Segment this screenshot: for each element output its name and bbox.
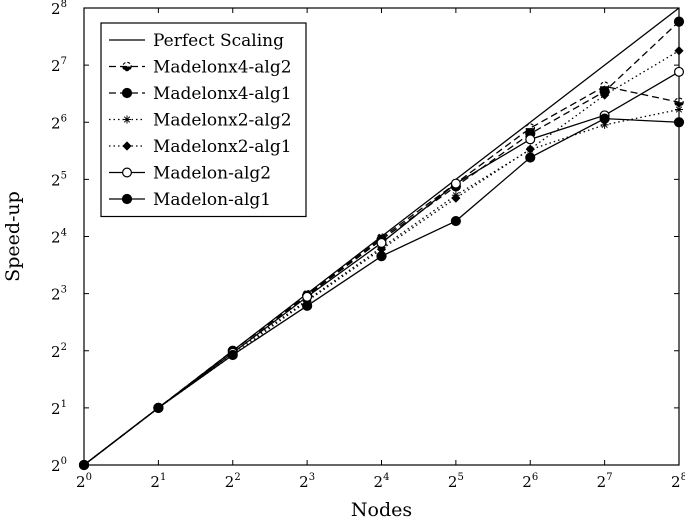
data-point	[599, 113, 610, 124]
legend-marker	[122, 141, 132, 151]
y-tick-label: 22	[51, 342, 67, 361]
plot-area	[78, 7, 685, 471]
x-tick-label: 24	[374, 472, 390, 491]
data-point	[302, 300, 313, 311]
x-tick-labels: 20 21 22 23 24 25 26 27 28	[76, 472, 685, 491]
x-tick-label: 20	[76, 472, 92, 491]
legend-box	[100, 22, 307, 218]
data-point	[525, 152, 536, 163]
data-point	[153, 402, 164, 413]
data-point	[450, 178, 461, 189]
legend-marker	[121, 193, 133, 205]
data-point	[376, 237, 387, 248]
x-tick-label: 26	[522, 472, 538, 491]
data-point	[674, 46, 684, 56]
y-tick-labels: 20 21 22 23 24 25 26 27 28	[51, 0, 67, 475]
data-point	[450, 215, 461, 227]
data-point	[302, 291, 313, 302]
y-tick-label: 28	[51, 0, 67, 18]
x-tick-label: 28	[671, 472, 685, 491]
data-point	[376, 251, 387, 262]
legend-label: Madelonx2-alg2	[153, 111, 292, 131]
data-point	[675, 105, 683, 114]
x-tick-label: 25	[448, 472, 464, 491]
legend-label: Madelonx4-alg2	[153, 58, 292, 78]
data-point	[600, 90, 610, 100]
legend-entry: Madelonx2-alg2	[109, 111, 292, 131]
y-tick-label: 26	[51, 113, 67, 132]
data-point	[525, 144, 535, 154]
legend-marker	[123, 115, 131, 124]
series-line	[83, 108, 680, 466]
series-layer	[78, 7, 685, 471]
legend-label: Madelonx4-alg1	[153, 84, 292, 104]
legend-label: Perfect Scaling	[153, 31, 284, 51]
legend-items: Perfect Scaling Madelonx4-alg2 Madelonx4-a…	[109, 31, 292, 210]
data-point	[451, 193, 461, 203]
axis-ticks	[83, 7, 680, 466]
legend-marker	[122, 61, 132, 72]
y-tick-label: 20	[51, 456, 67, 475]
y-tick-label: 23	[51, 285, 67, 304]
data-point	[673, 117, 685, 128]
y-tick-label: 24	[51, 228, 67, 247]
legend-label: Madelon-alg1	[153, 190, 271, 210]
series-madelon-alg1	[78, 113, 685, 471]
legend-entry: Madelon-alg1	[109, 190, 271, 210]
legend-label: Madelon-alg2	[153, 164, 271, 184]
data-point	[78, 459, 90, 471]
x-axis-title: Nodes	[351, 499, 412, 521]
x-tick-label: 23	[299, 472, 315, 491]
legend-entry: Madelonx4-alg2	[109, 58, 292, 78]
y-tick-label: 21	[51, 399, 67, 418]
legend-label: Madelonx2-alg1	[153, 137, 292, 157]
legend-entry: Madelonx4-alg1	[109, 84, 292, 104]
legend-entry: Madelonx2-alg1	[109, 137, 292, 157]
legend-entry: Madelon-alg2	[109, 164, 271, 184]
x-tick-label: 21	[150, 472, 166, 491]
legend-marker	[121, 87, 133, 99]
data-point	[525, 134, 536, 145]
x-tick-label: 22	[225, 472, 241, 491]
x-tick-label: 27	[597, 472, 613, 491]
legend-entry: Perfect Scaling	[109, 31, 284, 51]
legend-marker	[121, 167, 132, 178]
y-tick-label: 27	[51, 56, 67, 75]
data-point	[227, 349, 238, 361]
y-axis-title: Speed-up	[2, 191, 24, 282]
series-line	[83, 50, 680, 466]
data-point	[673, 16, 685, 27]
data-point	[673, 66, 684, 77]
y-tick-label: 25	[51, 170, 67, 189]
legend: Perfect Scaling Madelonx4-alg2 Madelonx4-a…	[100, 22, 307, 218]
